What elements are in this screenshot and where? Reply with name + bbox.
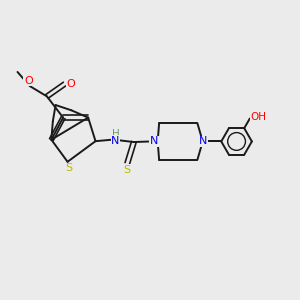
- Text: H: H: [112, 129, 119, 140]
- Text: S: S: [123, 165, 130, 175]
- Text: O: O: [67, 79, 76, 89]
- Text: OH: OH: [250, 112, 266, 122]
- Text: N: N: [111, 136, 119, 146]
- Text: N: N: [199, 136, 207, 146]
- Text: S: S: [65, 163, 73, 173]
- Text: N: N: [150, 136, 158, 146]
- Text: O: O: [24, 76, 33, 86]
